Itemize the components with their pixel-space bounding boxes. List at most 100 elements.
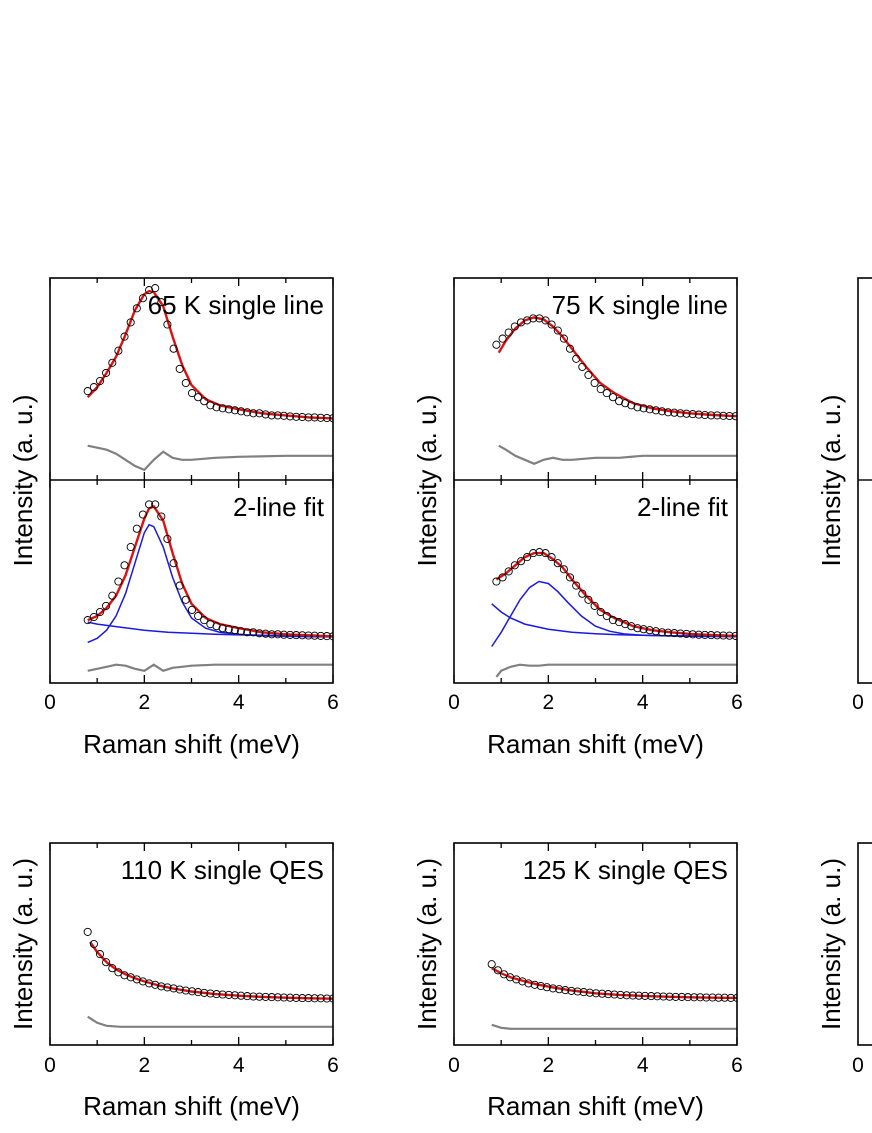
data-point	[524, 979, 533, 988]
data-point	[212, 403, 221, 412]
data-point	[108, 964, 117, 973]
x-axis-title: Raman shift (meV)	[83, 729, 300, 759]
data-point	[510, 322, 519, 331]
panel-label: 75 K single line	[552, 290, 728, 320]
data-point	[529, 549, 538, 558]
data-point	[628, 991, 637, 1000]
data-point	[279, 411, 288, 420]
data-point	[181, 595, 190, 604]
data-point	[585, 988, 594, 997]
plot-area	[491, 548, 737, 678]
data-point	[713, 411, 722, 420]
data-point	[616, 990, 625, 999]
data-point	[261, 992, 270, 1001]
x-tick-label: 0	[852, 691, 864, 714]
data-point	[523, 316, 532, 325]
data-point	[664, 628, 673, 637]
data-point	[676, 409, 685, 418]
data-point	[255, 992, 264, 1001]
data-point	[584, 370, 593, 380]
data-point	[492, 577, 501, 586]
x-tick-label: 4	[233, 691, 245, 714]
data-point	[175, 364, 184, 373]
data-point	[688, 630, 697, 639]
data-point	[713, 631, 722, 640]
panel-label: 2-line fit	[233, 492, 325, 522]
data-point	[579, 988, 588, 997]
data-point	[732, 993, 737, 1002]
data-point	[510, 561, 519, 570]
data-point	[548, 984, 558, 993]
panel-label: 110 K single QES	[121, 855, 324, 885]
data-point	[236, 407, 246, 416]
data-point	[493, 966, 502, 975]
data-point	[565, 344, 575, 353]
data-point	[512, 975, 521, 984]
data-point	[187, 605, 197, 614]
data-point	[707, 411, 716, 420]
data-point	[700, 630, 709, 639]
x-tick-label: 0	[448, 1054, 460, 1077]
data-point	[578, 589, 587, 598]
panel-label: 65 K single line	[148, 290, 324, 320]
data-point	[504, 567, 513, 576]
panel-65K-2: 2-line fit	[49, 480, 334, 683]
data-point	[553, 326, 562, 335]
y-axis-title: Intensity (a. u.)	[816, 858, 846, 1030]
data-point	[523, 553, 532, 562]
data-point	[249, 409, 258, 418]
data-point	[212, 622, 221, 631]
x-tick-label: 2	[138, 1054, 150, 1077]
data-point	[145, 979, 154, 988]
data-point	[243, 992, 252, 1001]
data-point	[279, 993, 288, 1002]
data-point	[157, 298, 166, 307]
data-point	[590, 601, 599, 610]
x-tick-label: 2	[542, 1054, 554, 1077]
data-point	[633, 403, 642, 412]
data-point	[639, 404, 648, 413]
x-tick-label: 0	[44, 691, 56, 714]
data-point	[596, 607, 605, 617]
x-tick-label: 2	[138, 691, 150, 714]
data-point	[541, 549, 550, 558]
data-point	[590, 378, 599, 388]
panel-label: 125 K single QES	[523, 855, 728, 885]
data-point	[322, 413, 331, 423]
data-point	[298, 412, 307, 422]
data-point	[316, 413, 325, 422]
data-point	[572, 581, 581, 590]
data-point	[157, 982, 166, 991]
data-point	[647, 992, 656, 1001]
x-tick-label: 0	[448, 691, 460, 714]
data-point	[298, 994, 307, 1003]
data-point	[596, 385, 605, 394]
data-point	[536, 981, 545, 991]
data-point	[163, 320, 172, 329]
data-point	[598, 989, 607, 998]
data-point	[541, 316, 550, 325]
data-point	[714, 993, 723, 1002]
data-point	[194, 393, 203, 402]
data-point	[578, 362, 587, 371]
data-point	[498, 334, 507, 343]
data-point	[627, 622, 636, 631]
data-point	[645, 405, 654, 414]
data-point	[206, 401, 215, 410]
data-point	[553, 559, 562, 568]
data-point	[120, 561, 129, 570]
data-point	[567, 986, 576, 995]
cropped-column: Intensity (a. u.) 0 Intensity (a. u.) 0	[816, 277, 872, 1077]
data-point	[708, 993, 717, 1002]
panel-125K-1: 125 K single QES	[453, 843, 738, 1045]
data-point	[504, 328, 513, 337]
data-point	[286, 412, 295, 421]
data-point	[206, 620, 215, 629]
chart-65K: 65 K single line 2-line fit 0 2 4 6 Raman shif…	[8, 277, 339, 759]
data-point	[664, 408, 673, 417]
panel-65K-1: 65 K single line	[49, 278, 334, 480]
x-tick-label: 4	[233, 1054, 245, 1077]
data-point	[95, 950, 105, 959]
data-point	[615, 397, 624, 406]
panel-110K-1: 110 K single QES	[49, 843, 334, 1045]
